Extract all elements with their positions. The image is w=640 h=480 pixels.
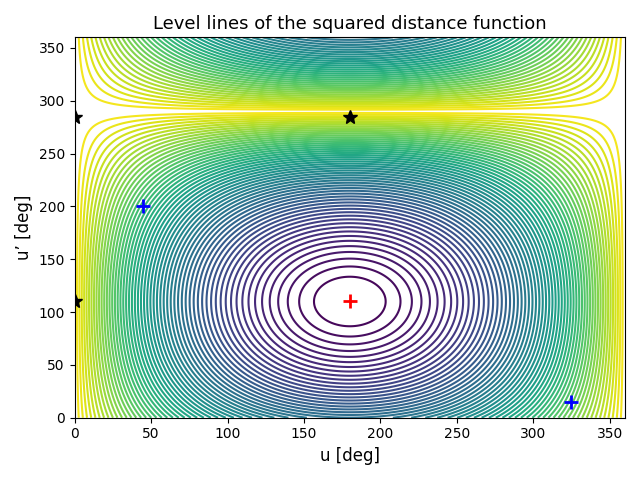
Y-axis label: u’ [deg]: u’ [deg]	[15, 195, 33, 260]
X-axis label: u [deg]: u [deg]	[320, 447, 380, 465]
Title: Level lines of the squared distance function: Level lines of the squared distance func…	[153, 15, 547, 33]
